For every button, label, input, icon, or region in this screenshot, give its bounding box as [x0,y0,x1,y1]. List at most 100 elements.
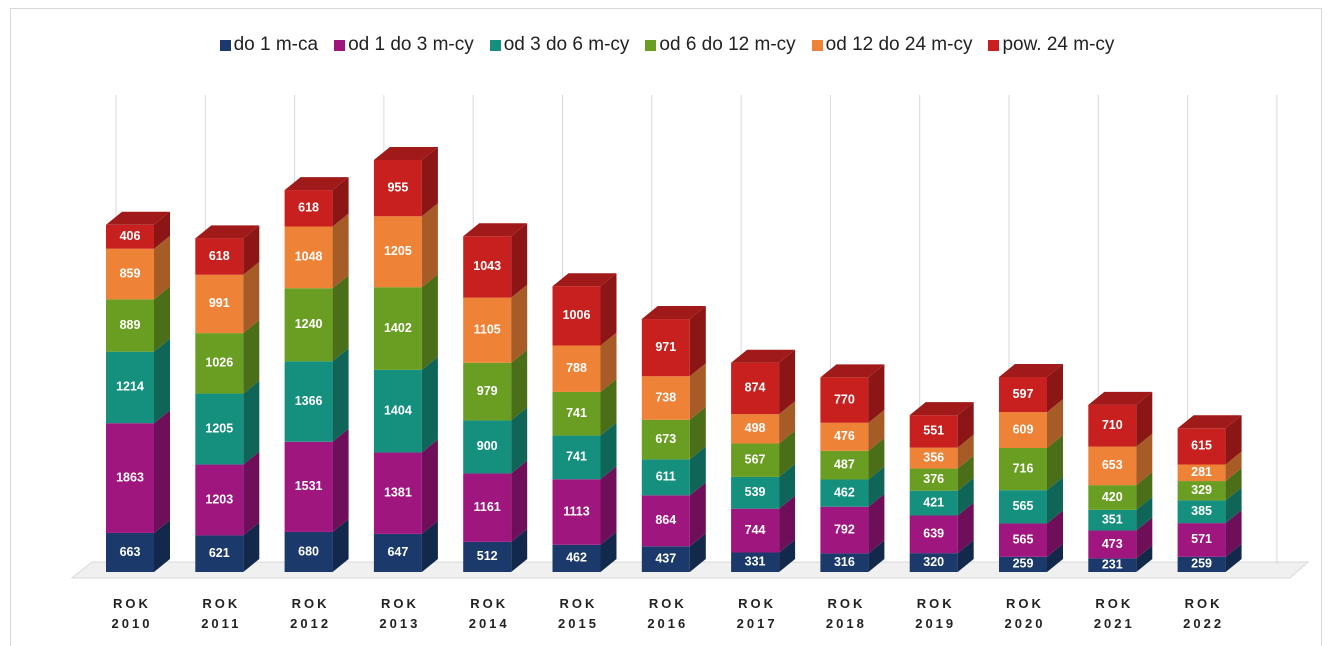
data-label: 512 [477,549,498,563]
bar-side [1047,434,1063,491]
bar-side [600,466,617,545]
bar-segment [373,216,422,288]
data-label: 437 [655,551,676,565]
legend-label: pow. 24 m-cy [1002,34,1115,55]
x-tick-label: ROK 2010 [111,596,153,631]
bar-segment [373,533,422,572]
bar-segment [1177,500,1226,524]
bar-side [332,213,349,289]
data-label: 653 [1102,458,1123,472]
data-label: 744 [745,523,766,537]
bar-segment [999,556,1047,572]
legend-item: pow. 24 m-cy [988,34,1114,56]
data-label: 385 [1191,504,1212,518]
bar-side [332,518,349,572]
bar-side [689,482,706,547]
data-label: 316 [834,555,855,569]
data-label: 639 [923,527,944,541]
data-label: 1205 [384,244,412,258]
bar-side [332,275,349,362]
legend-item: od 12 do 24 m-cy [811,34,972,56]
bar-top [820,364,885,378]
data-label: 710 [1102,418,1123,432]
bar-segment [820,479,869,507]
bar-side [1225,510,1242,557]
bar-segment [552,345,601,392]
bar-side [779,401,796,444]
data-label: 1366 [295,394,323,408]
legend-swatch [334,39,346,51]
data-label: 716 [1013,461,1034,475]
bar-side [600,531,617,572]
data-label: 259 [1013,557,1034,571]
bar-segment [284,441,333,532]
data-label: 991 [209,296,230,310]
legend-swatch [811,39,823,51]
data-label: 1402 [384,321,412,335]
bar-side [511,460,528,542]
legend-item: od 3 do 6 m-cy [489,34,629,56]
bar-side [957,502,974,554]
data-label: 955 [387,180,408,194]
bar-segment [641,376,690,420]
bar-segment [820,422,869,451]
bar-side [689,306,706,377]
bar-side [779,349,796,415]
bar-side [689,406,706,460]
bar-segment [909,415,958,448]
data-label: 663 [120,545,141,559]
bar-segment [909,490,958,516]
bar-side [957,434,974,469]
data-label: 597 [1013,387,1034,401]
bar-side [1225,415,1242,465]
x-tick-label: ROK 2013 [379,596,421,631]
bar-top [731,349,796,363]
data-label: 376 [923,472,944,486]
data-label: 1381 [384,486,412,500]
bar-segment [820,506,869,554]
bar-side [1047,363,1063,413]
bar-segment [106,532,154,572]
bar-side [332,348,349,442]
bar-segment [463,420,512,474]
legend: do 1 m-ca od 1 do 3 m-cy od 3 do 6 m-cy od … [0,34,1334,56]
data-label: 618 [298,201,319,215]
bar-segment [1177,428,1226,465]
bar-top [373,147,438,160]
bar-segment [731,552,780,572]
data-label: 259 [1191,557,1212,571]
data-label: 406 [120,229,141,243]
bar-side [243,320,260,394]
bar-side [1047,543,1063,572]
bar-segment [641,495,690,547]
bar-side [243,451,260,536]
bar-segment [999,490,1047,524]
bar-side [154,338,170,424]
bar-segment [1088,558,1137,572]
data-label: 476 [834,429,855,443]
data-label: 621 [209,546,230,560]
x-tick-label: ROK 2016 [647,596,689,631]
data-label: 421 [923,495,944,509]
bar-side [868,493,885,554]
bar-side [600,273,617,346]
data-label: 565 [1013,532,1034,546]
legend-swatch [219,39,231,51]
bar-side [511,349,528,421]
bar-segment [195,464,244,536]
bar-segment [999,412,1047,448]
frame [10,8,1322,646]
x-tick-label: ROK 2022 [1183,596,1225,631]
bar-side [779,430,796,477]
bar-side [1225,468,1242,501]
bar-side [1136,472,1153,510]
bar-side [1225,543,1242,572]
data-label: 770 [834,392,855,406]
bar-segment [1177,481,1226,501]
bar-side [243,225,260,275]
data-label: 1026 [205,356,233,370]
bar-top [463,223,528,237]
data-label: 351 [1102,512,1123,526]
